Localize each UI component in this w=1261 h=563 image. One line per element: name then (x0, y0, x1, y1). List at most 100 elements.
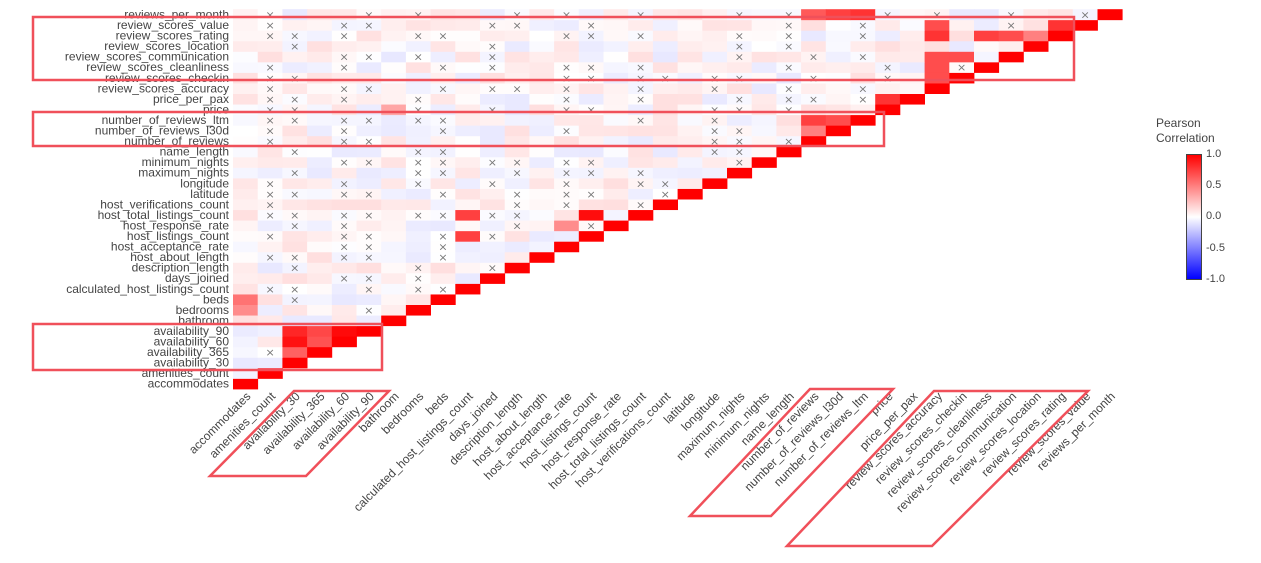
insignificance-marker: × (340, 156, 349, 169)
heatmap-cell (257, 294, 283, 305)
heatmap-cell-diagonal (331, 336, 357, 348)
heatmap-cell (282, 104, 308, 116)
heatmap-cell (504, 30, 530, 42)
heatmap-cell (825, 61, 851, 73)
heatmap-cell (282, 30, 308, 42)
insignificance-marker: × (438, 156, 447, 169)
heatmap-cell (455, 83, 481, 94)
y-tick-label: days_joined (165, 271, 229, 285)
insignificance-marker: × (710, 135, 719, 148)
heatmap-cell (307, 251, 333, 263)
heatmap-cell (455, 178, 481, 189)
insignificance-marker: × (587, 72, 596, 85)
heatmap-cell (430, 283, 456, 295)
heatmap-cell (331, 188, 357, 200)
insignificance-marker: × (562, 125, 571, 138)
heatmap-cell (603, 135, 629, 147)
insignificance-marker: × (414, 103, 423, 116)
y-tick-label: review_scores_cleanliness (86, 60, 229, 74)
colorbar-title-line2: Correlation (1156, 131, 1215, 145)
insignificance-marker: × (488, 82, 497, 95)
heatmap-cell (504, 167, 530, 179)
heatmap-cell (727, 114, 753, 126)
heatmap-cell (307, 125, 333, 137)
heatmap-cell (233, 346, 259, 358)
heatmap-cell (801, 9, 827, 21)
insignificance-marker: × (562, 156, 571, 169)
heatmap-cell (727, 51, 753, 63)
heatmap-cell (381, 83, 407, 94)
heatmap-cell (331, 304, 357, 316)
heatmap-cell (529, 30, 555, 42)
heatmap-cell (282, 230, 308, 242)
insignificance-marker: × (562, 177, 571, 190)
heatmap-cell (282, 61, 308, 73)
heatmap-cell (578, 220, 604, 232)
heatmap-cell (233, 167, 259, 179)
heatmap-cell (554, 40, 580, 52)
insignificance-marker: × (364, 251, 373, 264)
heatmap-cell (702, 167, 728, 179)
heatmap-cell (998, 9, 1024, 21)
heatmap-cell (331, 61, 357, 73)
heatmap-cell (974, 40, 1000, 52)
insignificance-marker: × (340, 209, 349, 222)
heatmap-cell-diagonal (282, 357, 308, 369)
insignificance-marker: × (414, 93, 423, 106)
insignificance-marker: × (858, 19, 867, 32)
highlight-box (31, 322, 384, 372)
insignificance-marker: × (858, 51, 867, 64)
heatmap-cell (727, 72, 753, 84)
heatmap-cell (381, 272, 407, 284)
heatmap-cell (455, 125, 481, 137)
y-tick-label: maximum_nights (138, 166, 229, 180)
heatmap-cell (529, 61, 555, 73)
y-tick-label: host_response_rate (123, 218, 229, 232)
heatmap-cell (257, 30, 283, 42)
heatmap-cell (233, 188, 259, 200)
heatmap-cell (529, 72, 555, 84)
y-tick-label: number_of_reviews (124, 134, 229, 148)
heatmap-cell (331, 220, 357, 232)
insignificance-marker: × (438, 251, 447, 264)
heatmap-cell (776, 83, 802, 94)
insignificance-marker: × (414, 8, 423, 21)
heatmap-cell (405, 83, 431, 94)
insignificance-marker: × (290, 209, 299, 222)
heatmap-cell (455, 30, 481, 42)
heatmap-cell (480, 104, 506, 116)
heatmap-cell (677, 93, 703, 105)
heatmap-cell (282, 325, 308, 337)
heatmap-cell (801, 51, 827, 63)
insignificance-marker: × (438, 167, 447, 180)
heatmap-cell (480, 199, 506, 211)
heatmap-cell-diagonal (480, 272, 506, 284)
heatmap-cell (727, 19, 753, 31)
insignificance-marker: × (364, 209, 373, 222)
heatmap-cell (702, 9, 728, 21)
insignificance-marker: × (340, 19, 349, 32)
y-tick-label: minimum_nights (142, 155, 229, 169)
heatmap-cell (282, 315, 308, 327)
insignificance-marker: × (636, 198, 645, 211)
insignificance-marker: × (488, 230, 497, 243)
heatmap-cell (405, 262, 431, 274)
heatmap-cell (405, 220, 431, 232)
heatmap-cell (430, 156, 456, 168)
heatmap-cell (430, 262, 456, 274)
heatmap-cell (430, 83, 456, 94)
heatmap-cell (801, 40, 827, 52)
heatmap-cell (529, 156, 555, 168)
heatmap-cell (233, 230, 259, 242)
heatmap-cell (578, 156, 604, 168)
heatmap-cell (233, 83, 259, 94)
heatmap-cell (480, 262, 506, 274)
insignificance-marker: × (364, 272, 373, 285)
heatmap-cell (529, 199, 555, 211)
heatmap-cell (529, 51, 555, 63)
heatmap-cell (578, 114, 604, 126)
heatmap-cell (405, 61, 431, 73)
insignificance-marker: × (290, 72, 299, 85)
heatmap-cell (702, 146, 728, 158)
heatmap-cell (405, 19, 431, 31)
